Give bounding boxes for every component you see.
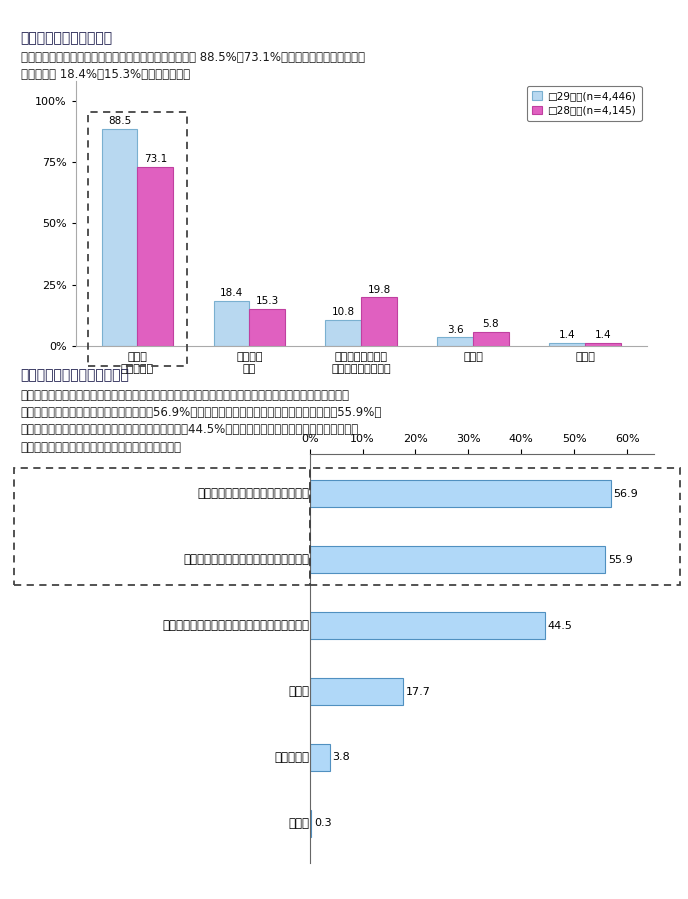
Text: （２）不足している理由: （２）不足している理由 [21,31,113,46]
Legend: □29年度(n=4,446), □28年度(n=4,145): □29年度(n=4,446), □28年度(n=4,145) [527,86,641,120]
Text: 17.7: 17.7 [406,687,431,697]
Bar [249,308,285,346]
Text: 景気が良いため、介護業界へ人材が集まらない: 景気が良いため、介護業界へ人材が集まらない [162,619,310,632]
Text: 不足している理由については「採用が困難である」が 88.5%（73.1%）である一方、「離職率が: 不足している理由については「採用が困難である」が 88.5%（73.1%）である… [21,51,365,64]
Text: 3.6: 3.6 [447,325,464,334]
Bar [310,467,680,585]
Bar [88,111,186,366]
Text: 15.3: 15.3 [256,296,279,306]
Bar [310,480,611,507]
Text: 無回答: 無回答 [288,817,310,830]
Bar [310,810,311,837]
Bar [438,337,473,346]
Bar [325,320,361,346]
Bar [310,611,545,639]
Bar [138,166,173,346]
Bar [102,129,138,346]
Bar [549,343,585,346]
Bar [361,298,397,346]
Text: 「同業他社との人材獲得競争が厳しい」56.9%、「他産業に比べて、労働条件等が良くない」55.9%、: 「同業他社との人材獲得競争が厳しい」56.9%、「他産業に比べて、労働条件等が良… [21,406,382,419]
Text: 同業他社との人材獲得競争が厳しい: 同業他社との人材獲得競争が厳しい [197,487,310,500]
Bar [310,546,605,574]
Text: （３）採用が困難である原因: （３）採用が困難である原因 [21,369,129,383]
Text: 10.8: 10.8 [332,307,355,317]
Text: 他産業に比べて、労働条件等が良くない: 他産業に比べて、労働条件等が良くない [184,553,310,566]
Text: 5.8: 5.8 [483,319,499,329]
Bar [585,343,621,346]
Text: 44.5: 44.5 [548,620,572,630]
Text: 不足している理由について、前問で「採用が困難」と回答した事業所に対して質問をした。その結果、: 不足している理由について、前問で「採用が困難」と回答した事業所に対して質問をした… [21,389,350,402]
Text: 1.4: 1.4 [559,330,575,340]
Text: 高い」は 18.4%（15.3%）と低かった。: 高い」は 18.4%（15.3%）と低かった。 [21,68,190,81]
Text: わからない: わからない [275,751,310,764]
Bar [310,678,403,706]
Bar [213,301,249,346]
Text: 56.9: 56.9 [614,488,638,499]
Text: 55.9: 55.9 [608,555,633,565]
Bar [14,467,310,585]
Text: 「景気が良いため、介護業界へ人材が集まらない」44.5%であった。不足感の理由が同業他社との厳: 「景気が良いため、介護業界へ人材が集まらない」44.5%であった。不足感の理由が… [21,423,359,436]
Text: しい採用競争にあると感じている事業所が多い。: しい採用競争にあると感じている事業所が多い。 [21,441,182,453]
Text: その他: その他 [288,685,310,698]
Text: 3.8: 3.8 [332,752,350,762]
Text: 18.4: 18.4 [219,289,243,298]
Bar [473,332,509,346]
Text: 73.1: 73.1 [144,154,167,165]
Text: 19.8: 19.8 [367,285,391,295]
Text: 1.4: 1.4 [594,330,611,340]
Bar [310,743,330,771]
Text: 88.5: 88.5 [108,116,131,127]
Text: 0.3: 0.3 [314,818,332,829]
